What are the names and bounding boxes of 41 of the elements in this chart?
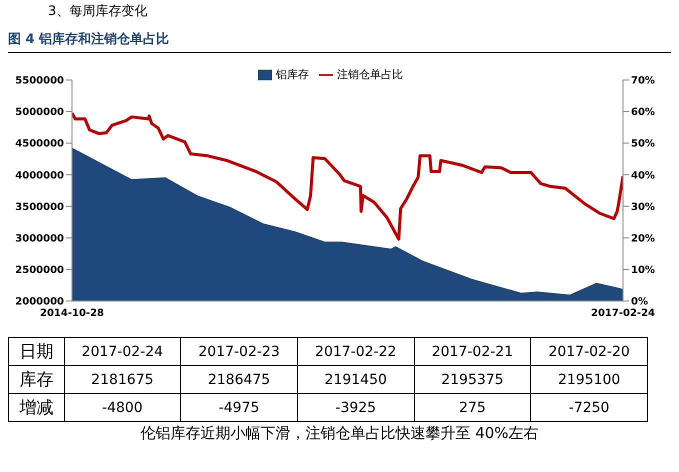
- y-tick-label: 5500000: [15, 76, 64, 87]
- y2-tick-label: 60%: [631, 107, 655, 118]
- text: -3925: [297, 394, 414, 422]
- chart-title: 3、每周库存变化: [47, 3, 148, 20]
- y2-tick-label: 30%: [631, 202, 655, 213]
- y2-tick-label: 40%: [631, 170, 655, 182]
- text: 2017-02-24: [64, 338, 181, 366]
- text: 2191450: [297, 366, 414, 394]
- text: -7250: [530, 394, 648, 422]
- text: 2017-02-21: [414, 338, 531, 366]
- y-tick-label: 4500000: [15, 138, 64, 150]
- text: -4800: [64, 394, 181, 422]
- line-series: [72, 112, 623, 241]
- text: 2017-02-22: [297, 338, 414, 366]
- text: 2186475: [180, 366, 298, 394]
- y-tick-label: 3500000: [15, 202, 64, 213]
- y2-tick-label: 0%: [631, 296, 648, 308]
- text: 2017-02-20: [530, 338, 648, 366]
- text: -4975: [180, 394, 298, 422]
- text: 日期: [8, 338, 64, 366]
- text: 增减: [8, 394, 64, 422]
- text: 2195100: [530, 366, 648, 394]
- x-tick-label: 2014-10-28: [40, 308, 104, 320]
- text: 2181675: [64, 366, 181, 394]
- legend-label: 铝库存: [276, 68, 309, 81]
- text: 伦铝库存近期小幅下滑，注销仓单占比快速攀升至 40%左右: [139, 424, 540, 443]
- y-tick-label: 3000000: [15, 233, 64, 244]
- y-tick-label: 4000000: [15, 170, 64, 182]
- text: 275: [414, 394, 531, 422]
- text: 2017-02-23: [180, 338, 298, 366]
- y2-tick-label: 70%: [631, 76, 655, 87]
- legend-label: 注销仓单占比: [337, 68, 403, 81]
- y2-tick-label: 10%: [631, 264, 655, 276]
- text: 2195375: [414, 366, 531, 394]
- y-tick-label: 5000000: [15, 107, 64, 118]
- text: 库存: [8, 366, 64, 394]
- y-tick-label: 2500000: [15, 264, 64, 276]
- y-tick-label: 2000000: [15, 296, 64, 308]
- y2-tick-label: 50%: [631, 138, 655, 150]
- chart-subtitle: 图 4 铝库存和注销仓单占比: [8, 30, 671, 53]
- y2-tick-label: 20%: [631, 233, 655, 244]
